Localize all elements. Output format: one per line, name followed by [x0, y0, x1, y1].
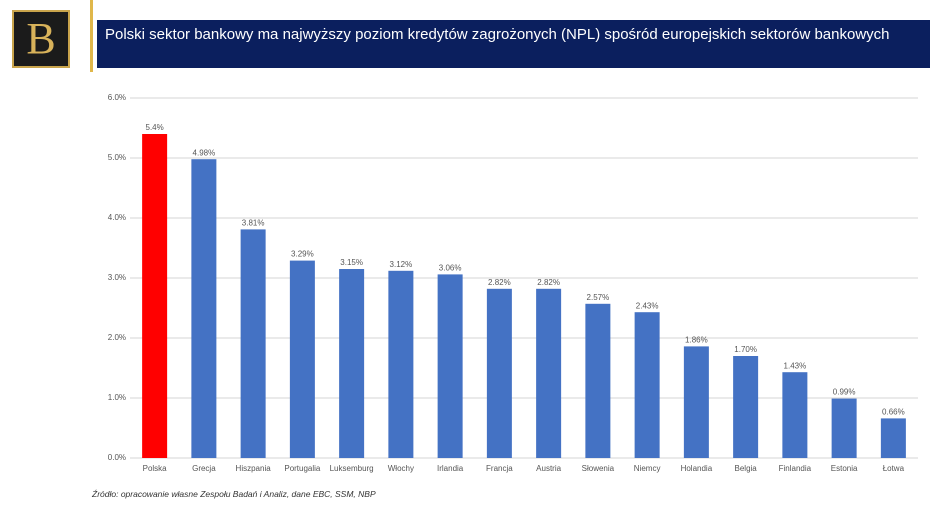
- source-note: Źródło: opracowanie własne Zespołu Badań…: [92, 489, 376, 499]
- bar: [339, 269, 365, 458]
- y-tick-label: 6.0%: [108, 93, 126, 102]
- y-tick-label: 5.0%: [108, 153, 126, 162]
- value-label: 3.81%: [242, 219, 265, 228]
- bar: [142, 134, 168, 458]
- value-label: 5.4%: [146, 123, 164, 132]
- value-label: 4.98%: [193, 148, 216, 157]
- x-tick-label: Grecja: [192, 464, 216, 473]
- logo: B: [12, 10, 70, 68]
- value-label: 3.12%: [390, 260, 413, 269]
- x-tick-label: Polska: [143, 464, 168, 473]
- value-label: 3.29%: [291, 250, 314, 259]
- bar: [437, 274, 463, 458]
- value-label: 2.57%: [587, 293, 610, 302]
- x-tick-label: Słowenia: [582, 464, 615, 473]
- y-tick-label: 1.0%: [108, 393, 126, 402]
- bar: [782, 372, 808, 458]
- x-tick-label: Holandia: [681, 464, 713, 473]
- x-tick-label: Łotwa: [883, 464, 905, 473]
- x-tick-label: Finlandia: [779, 464, 812, 473]
- bar: [240, 229, 266, 458]
- x-tick-label: Irlandia: [437, 464, 464, 473]
- x-tick-label: Austria: [536, 464, 561, 473]
- value-label: 0.66%: [882, 408, 905, 417]
- bar: [585, 303, 611, 458]
- value-label: 1.70%: [734, 345, 757, 354]
- accent-line: [90, 0, 93, 72]
- x-tick-label: Luksemburg: [330, 464, 374, 473]
- x-tick-label: Niemcy: [634, 464, 661, 473]
- y-tick-label: 3.0%: [108, 273, 126, 282]
- value-label: 0.99%: [833, 388, 856, 397]
- bar: [536, 288, 562, 458]
- y-tick-label: 4.0%: [108, 213, 126, 222]
- bar: [289, 260, 315, 458]
- bar: [191, 159, 217, 458]
- bar: [683, 346, 709, 458]
- bar: [733, 356, 759, 458]
- bar: [634, 312, 660, 458]
- value-label: 3.06%: [439, 264, 462, 273]
- value-label: 2.82%: [537, 278, 560, 287]
- bar: [831, 398, 857, 458]
- bar: [880, 418, 906, 458]
- x-tick-label: Włochy: [388, 464, 414, 473]
- x-tick-label: Hiszpania: [236, 464, 272, 473]
- x-tick-label: Estonia: [831, 464, 858, 473]
- value-label: 1.86%: [685, 336, 708, 345]
- bar: [486, 288, 512, 458]
- value-label: 1.43%: [784, 361, 807, 370]
- x-tick-label: Belgia: [735, 464, 758, 473]
- value-label: 3.15%: [340, 258, 363, 267]
- bar: [388, 270, 414, 458]
- y-tick-label: 2.0%: [108, 333, 126, 342]
- x-tick-label: Francja: [486, 464, 513, 473]
- x-tick-label: Portugalia: [284, 464, 321, 473]
- value-label: 2.82%: [488, 278, 511, 287]
- chart-title: Polski sektor bankowy ma najwyższy pozio…: [97, 20, 930, 68]
- y-tick-label: 0.0%: [108, 453, 126, 462]
- value-label: 2.43%: [636, 301, 659, 310]
